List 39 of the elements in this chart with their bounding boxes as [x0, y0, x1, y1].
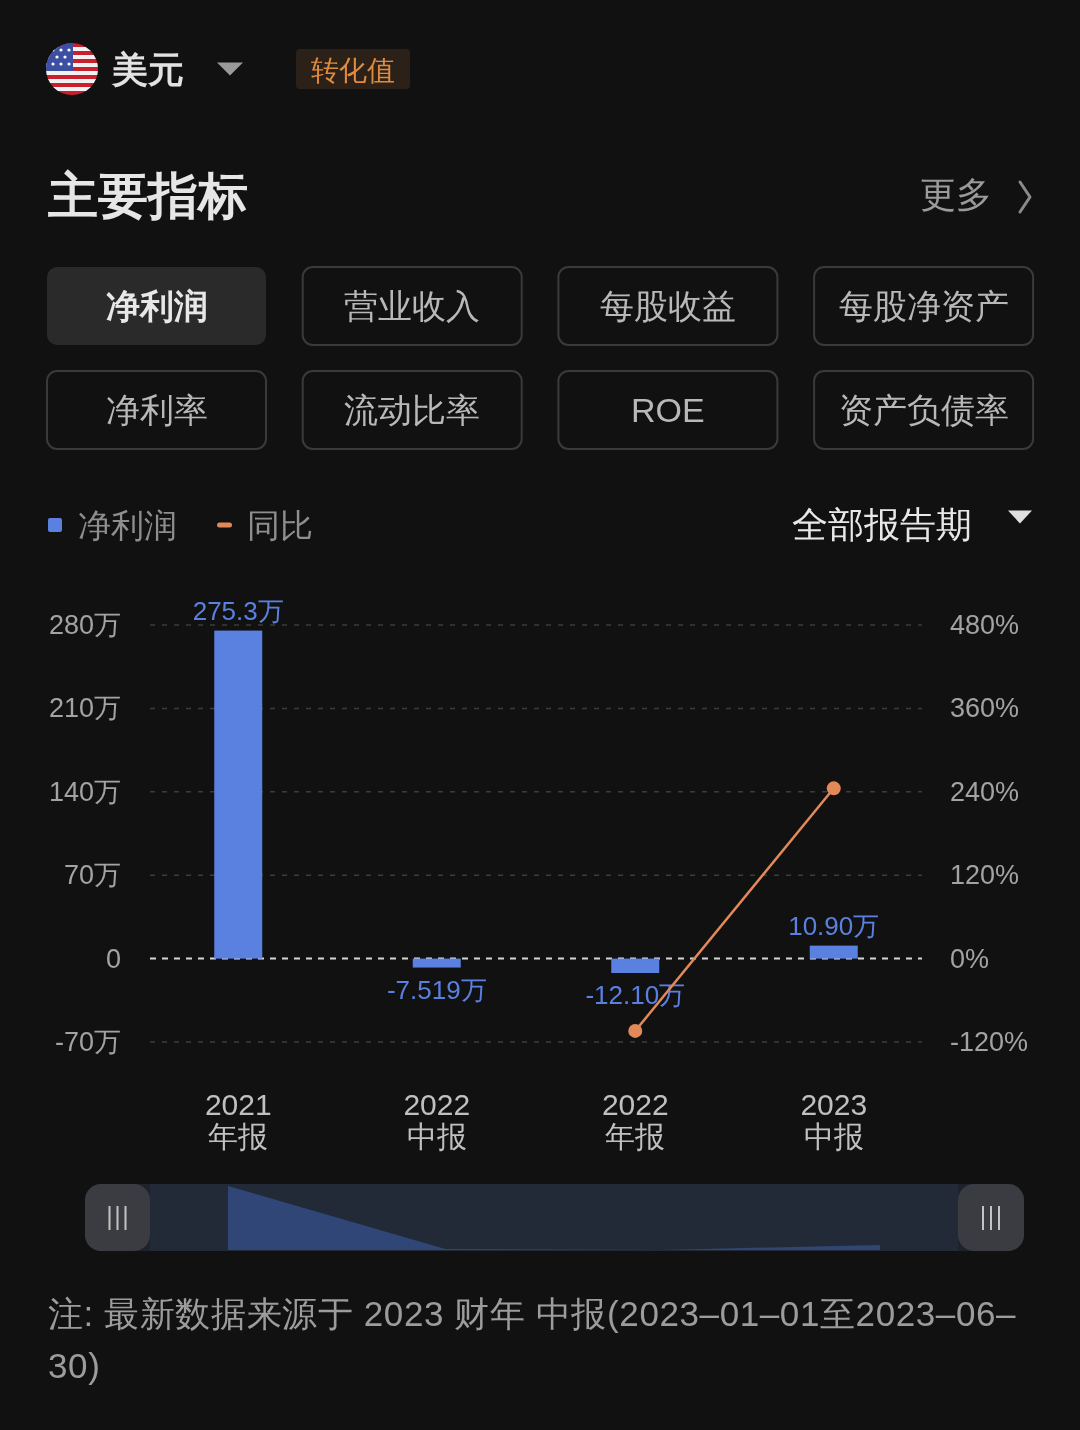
text: 净利率 [105, 391, 208, 429]
y-tick-label: 210万 [48, 693, 121, 724]
text: 净利润 [105, 287, 208, 325]
y-tick-label: 70万 [63, 860, 121, 891]
data-label: -7.519万 [386, 974, 487, 1005]
data-label: 275.3万 [192, 595, 284, 626]
text: 主要指标 [47, 168, 248, 224]
x-tick-label: 2023 中报 [800, 1088, 868, 1153]
y2-tick-label: 0% [950, 943, 990, 974]
text: 每股净资产 [838, 287, 1009, 325]
y-tick-label: 140万 [48, 776, 121, 807]
y-tick-label: -70万 [54, 1027, 121, 1057]
y2-tick-label: -120% [950, 1027, 1029, 1057]
text: 美元 [111, 49, 184, 90]
bar [214, 630, 263, 959]
bar [412, 958, 461, 968]
text: 注: 最新数据来源于 2023 财年 中报(2023–01–01至2023–06–30) [48, 1294, 1017, 1385]
text: 更多 [920, 174, 992, 215]
y-tick-label: 280万 [48, 610, 121, 640]
text: 流动比率 [344, 391, 481, 429]
legend-label: 同比 [247, 507, 313, 544]
chart-subtitle: 全部报告期 [792, 504, 972, 545]
legend-label: 净利润 [78, 507, 177, 544]
data-label: 10.90万 [788, 910, 880, 941]
text: 转化值 [311, 55, 395, 86]
y-tick-label: 0 [105, 943, 121, 974]
text: 每股收益 [599, 287, 736, 325]
x-tick-label: 2021 年报 [204, 1088, 272, 1153]
text: 资产负债率 [838, 391, 1009, 429]
y2-tick-label: 480% [950, 610, 1020, 640]
y2-tick-label: 360% [950, 693, 1020, 724]
bar [809, 945, 858, 959]
text: 营业收入 [344, 287, 481, 325]
bar [611, 958, 660, 974]
x-tick-label: 2022 中报 [403, 1088, 471, 1153]
text: ROE [631, 391, 705, 429]
y2-tick-label: 120% [950, 860, 1020, 891]
y2-tick-label: 240% [950, 776, 1020, 807]
x-tick-label: 2022 年报 [601, 1088, 669, 1153]
